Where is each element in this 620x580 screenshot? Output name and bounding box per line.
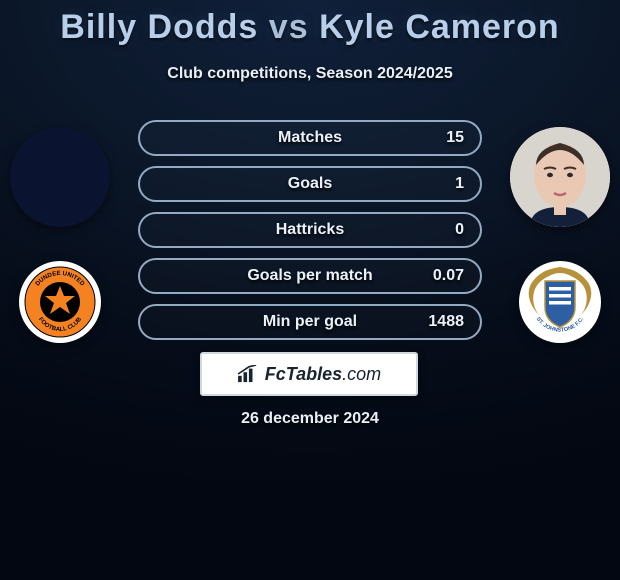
stat-row: Goals per match 0.07: [138, 258, 482, 294]
stat-value-right: 0: [455, 221, 464, 239]
dundee-united-icon: DUNDEE UNITED FOOTBALL CLUB: [19, 261, 101, 343]
stats-block: Matches 15 Goals 1 Hattricks 0 Goals per…: [138, 120, 482, 350]
page-title: Billy Dodds vs Kyle Cameron: [0, 0, 620, 47]
stat-row: Matches 15: [138, 120, 482, 156]
brand-name: FcTables: [265, 364, 342, 384]
player1-avatar: [10, 127, 110, 227]
fctables-brand: FcTables.com: [200, 352, 418, 396]
face-silhouette-icon: [510, 127, 610, 227]
vs-label: vs: [269, 8, 309, 46]
player1-club-badge: DUNDEE UNITED FOOTBALL CLUB: [19, 261, 101, 343]
player2-name: Kyle Cameron: [319, 8, 560, 46]
stat-label: Matches: [278, 129, 342, 147]
st-johnstone-icon: ST. JOHNSTONE F.C.: [519, 261, 601, 343]
stat-row: Hattricks 0: [138, 212, 482, 248]
infographic-root: Billy Dodds vs Kyle Cameron Club competi…: [0, 0, 620, 580]
stat-label: Goals per match: [247, 267, 372, 285]
bar-chart-icon: [237, 365, 259, 383]
subtitle: Club competitions, Season 2024/2025: [0, 65, 620, 83]
date-label: 26 december 2024: [0, 410, 620, 428]
player2-club-badge: ST. JOHNSTONE F.C.: [519, 261, 601, 343]
stat-row: Goals 1: [138, 166, 482, 202]
stat-value-right: 1: [455, 175, 464, 193]
stat-value-right: 0.07: [433, 267, 464, 285]
brand-domain: .com: [342, 364, 381, 384]
stat-label: Min per goal: [263, 313, 357, 331]
stat-value-right: 15: [446, 129, 464, 147]
player2-avatar: [510, 127, 610, 227]
stat-label: Hattricks: [276, 221, 344, 239]
stat-label: Goals: [288, 175, 332, 193]
stat-row: Min per goal 1488: [138, 304, 482, 340]
stat-value-right: 1488: [428, 313, 464, 331]
brand-text: FcTables.com: [265, 364, 381, 385]
player1-name: Billy Dodds: [60, 8, 258, 46]
